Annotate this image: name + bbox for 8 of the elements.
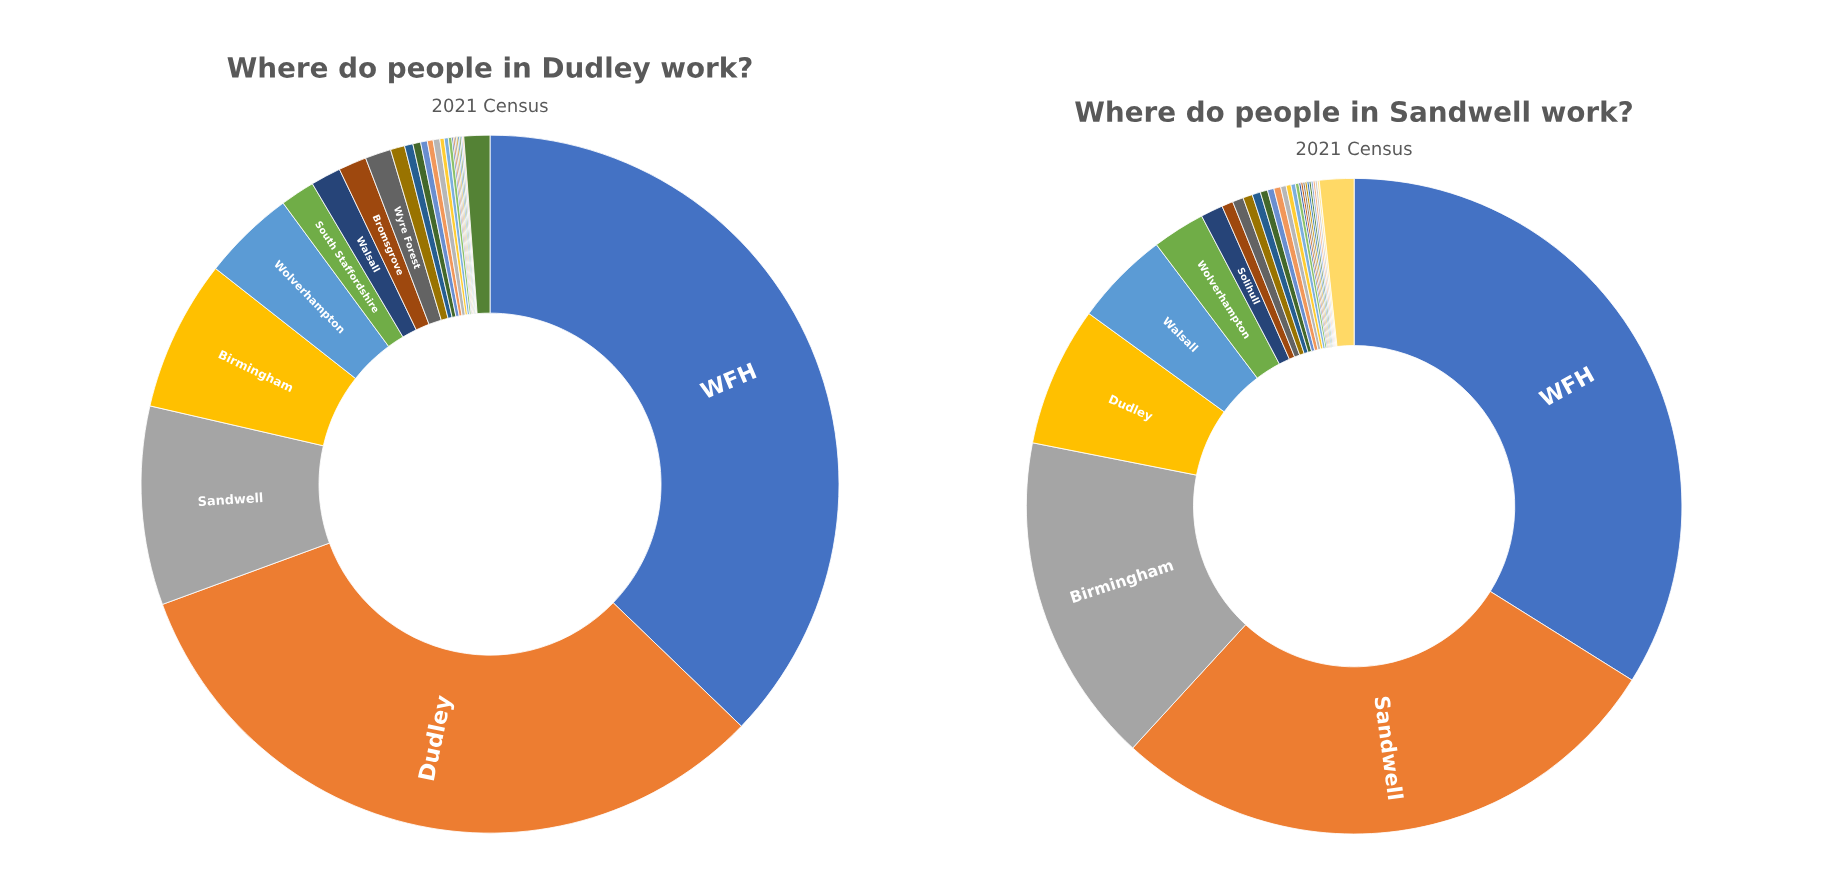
- slice-label: Dudley: [417, 693, 457, 782]
- slice-label: Sandwell: [1374, 696, 1404, 800]
- chart-subtitle: 2021 Census: [1296, 141, 1412, 156]
- slice-label: WFH: [699, 362, 757, 400]
- chart-subtitle: 2021 Census: [432, 98, 548, 113]
- slice-label: Sandwell: [198, 492, 263, 507]
- chart-title: Where do people in Sandwell work?: [1075, 100, 1632, 128]
- chart-title: Where do people in Dudley work?: [227, 56, 752, 84]
